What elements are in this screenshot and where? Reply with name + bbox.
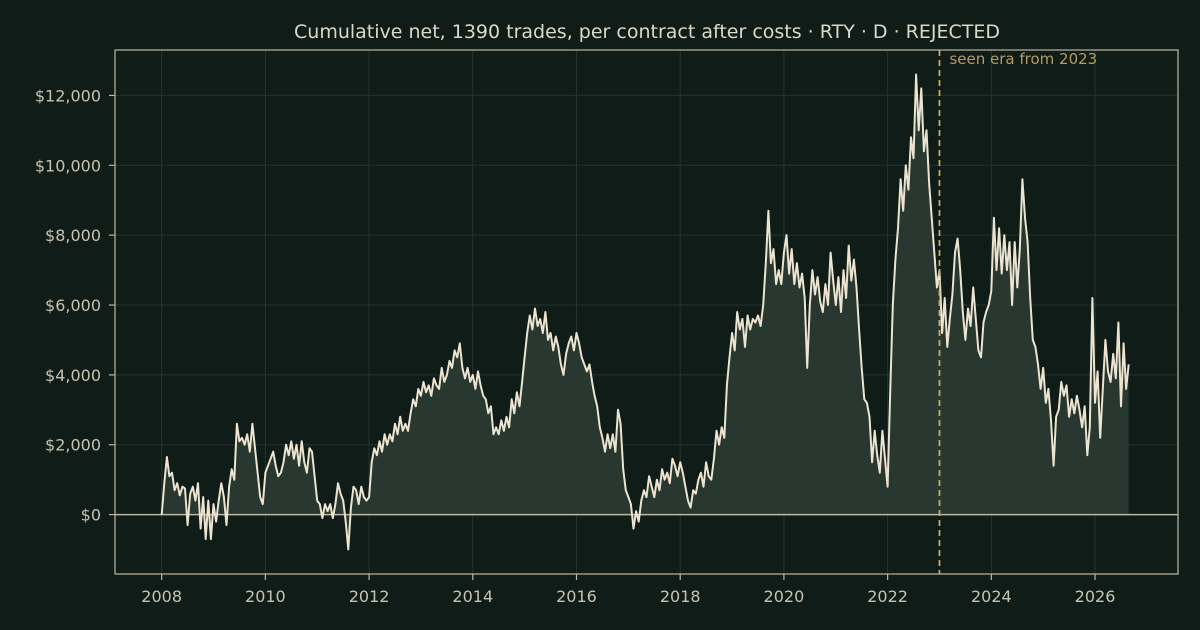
- y-tick-label: $10,000: [35, 156, 101, 175]
- y-tick-label: $0: [81, 506, 101, 525]
- plot-frame: [114, 49, 1179, 575]
- y-tick-label: $8,000: [45, 226, 101, 245]
- x-tick-label: 2016: [556, 587, 597, 606]
- x-tick-label: 2026: [1075, 587, 1116, 606]
- x-tick-label: 2014: [452, 587, 493, 606]
- y-tick-label: $12,000: [35, 86, 101, 105]
- x-tick-label: 2020: [764, 587, 805, 606]
- x-tick-label: 2018: [660, 587, 701, 606]
- y-axis-ticks: $0 $2,000 $4,000 $6,000 $8,000 $10,000 $12,000: [35, 86, 115, 525]
- x-tick-label: 2010: [245, 587, 286, 606]
- x-axis-ticks: 2008 2010 2012 2014 2016 2018 2020 2022 2024 2026: [141, 574, 1115, 606]
- equity-line: [160, 73, 1130, 551]
- y-tick-label: $6,000: [45, 296, 101, 315]
- x-tick-label: 2008: [141, 587, 182, 606]
- x-tick-label: 2012: [349, 587, 390, 606]
- y-tick-label: $2,000: [45, 436, 101, 455]
- seen-era-label: seen era from 2023: [949, 50, 1097, 68]
- chart-title: Cumulative net, 1390 trades, per contrac…: [294, 21, 1000, 43]
- x-tick-label: 2022: [867, 587, 908, 606]
- x-tick-label: 2024: [971, 587, 1012, 606]
- y-tick-label: $4,000: [45, 366, 101, 385]
